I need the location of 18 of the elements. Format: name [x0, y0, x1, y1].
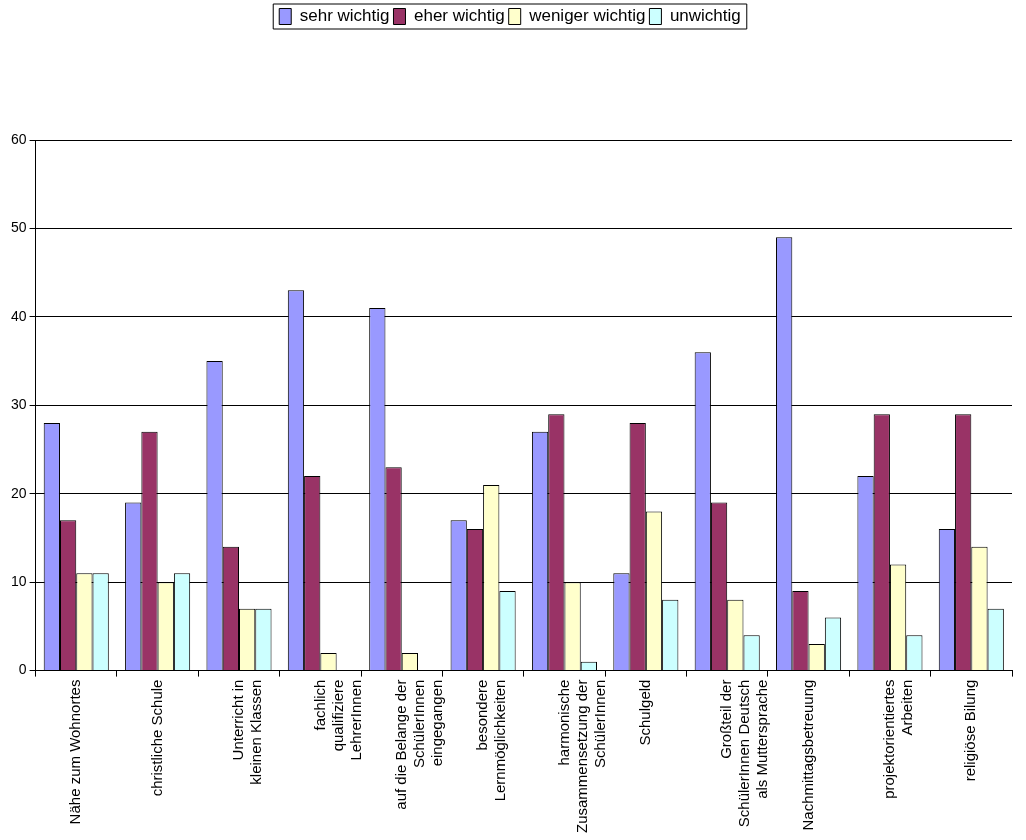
- legend-label: weniger wichtig: [528, 6, 646, 26]
- legend-label: eher wichtig: [413, 6, 505, 26]
- y-tick-label: 60: [10, 130, 27, 147]
- x-tick-label: religiöse Bilung: [961, 679, 979, 782]
- x-tick-label: Nähe zum Wohnortes: [66, 679, 84, 825]
- x-tick-label: Schulgeld: [635, 679, 653, 746]
- legend-label: unwichtig: [669, 6, 741, 26]
- y-tick-label: 0: [18, 661, 27, 678]
- y-tick-label: 40: [10, 307, 27, 324]
- x-tick-label: Nachmittagsbetreuung: [798, 679, 816, 831]
- y-tick-label: 50: [10, 219, 27, 236]
- x-tick-label: christliche Schule: [147, 679, 165, 797]
- y-tick-label: 20: [10, 484, 27, 501]
- legend-label: sehr wichtig: [299, 6, 390, 26]
- x-tick-label: Großteil der SchülerInnen Deutsch als Muttersprache: [717, 679, 771, 828]
- y-tick-label: 10: [10, 573, 27, 590]
- x-tick-label: projektorientiertes Arbeiten: [880, 679, 916, 799]
- y-tick-label: 30: [10, 396, 27, 413]
